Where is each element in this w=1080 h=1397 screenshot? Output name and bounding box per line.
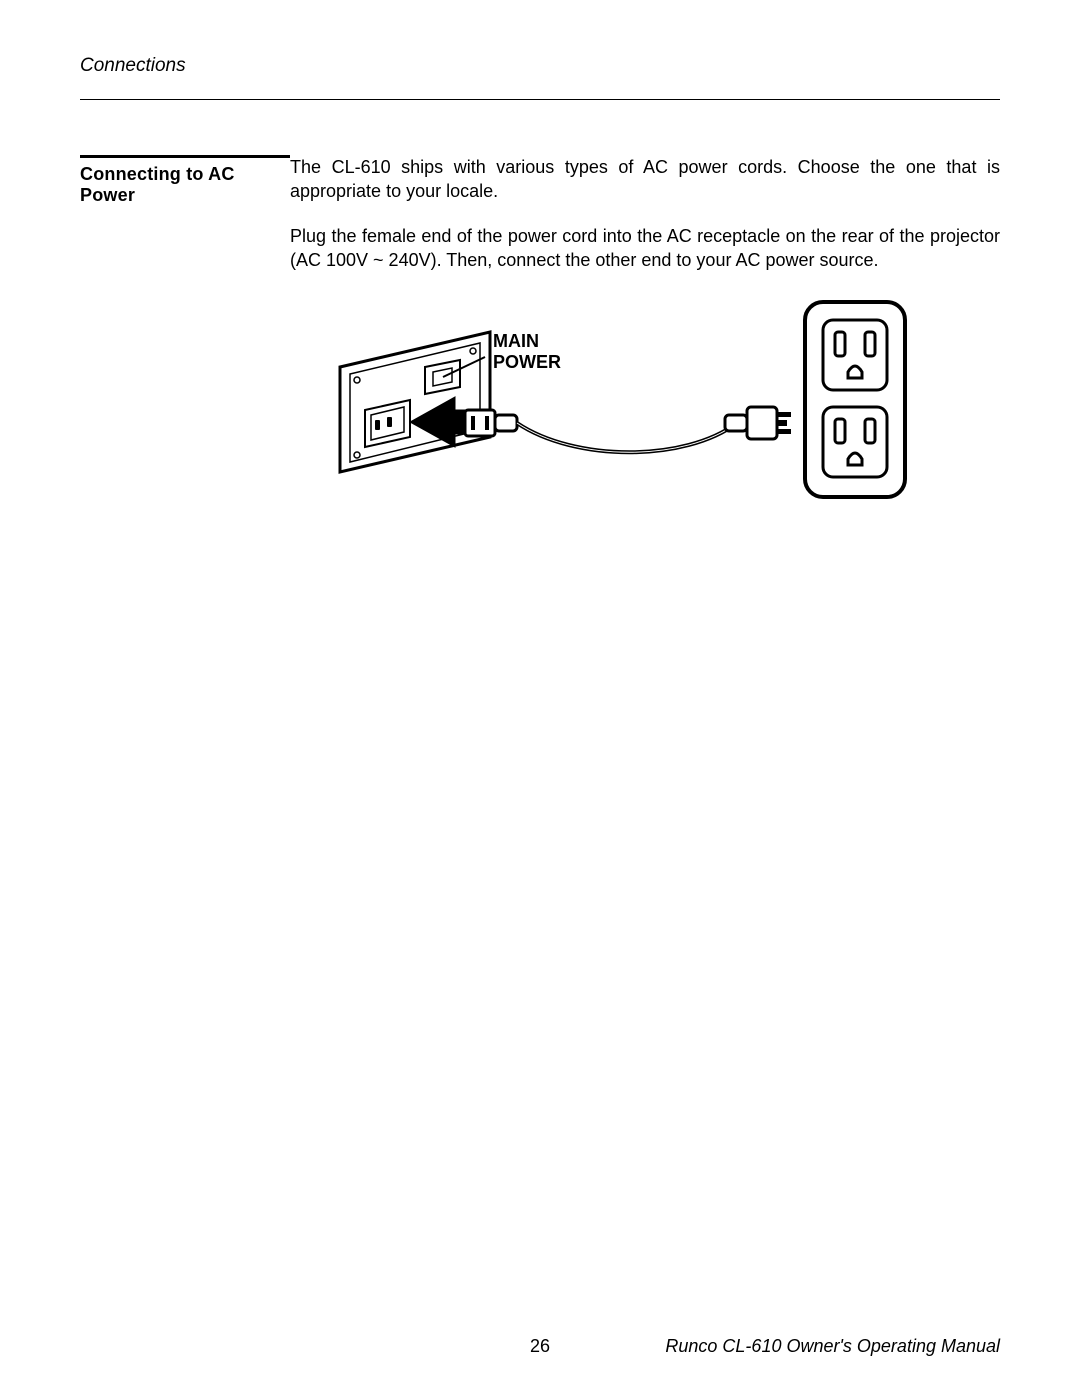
power-cable-icon bbox=[517, 423, 737, 452]
side-heading: Connecting to AC Power bbox=[80, 155, 290, 206]
page-footer: 26 Runco CL-610 Owner's Operating Manual bbox=[80, 1336, 1000, 1357]
diagram-label-line2: POWER bbox=[493, 352, 561, 372]
male-plug-icon bbox=[725, 407, 791, 439]
body-column: The CL-610 ships with various types of A… bbox=[290, 155, 1000, 518]
manual-page: Connections Connecting to AC Power The C… bbox=[0, 0, 1080, 1397]
header-rule bbox=[80, 99, 1000, 100]
content-row: Connecting to AC Power The CL-610 ships … bbox=[80, 155, 1000, 518]
power-cord-illustration-svg: MAIN POWER bbox=[315, 292, 915, 512]
paragraph-1: The CL-610 ships with various types of A… bbox=[290, 155, 1000, 204]
wall-outlet-icon bbox=[805, 302, 905, 497]
female-plug-icon bbox=[465, 410, 517, 436]
section-header: Connections bbox=[80, 55, 1000, 77]
manual-title: Runco CL-610 Owner's Operating Manual bbox=[665, 1336, 1000, 1357]
diagram-label-line1: MAIN bbox=[493, 331, 539, 351]
projector-rear-panel-icon bbox=[340, 332, 490, 472]
power-diagram: MAIN POWER bbox=[315, 292, 1000, 518]
paragraph-2: Plug the female end of the power cord in… bbox=[290, 224, 1000, 273]
page-number: 26 bbox=[530, 1336, 550, 1357]
